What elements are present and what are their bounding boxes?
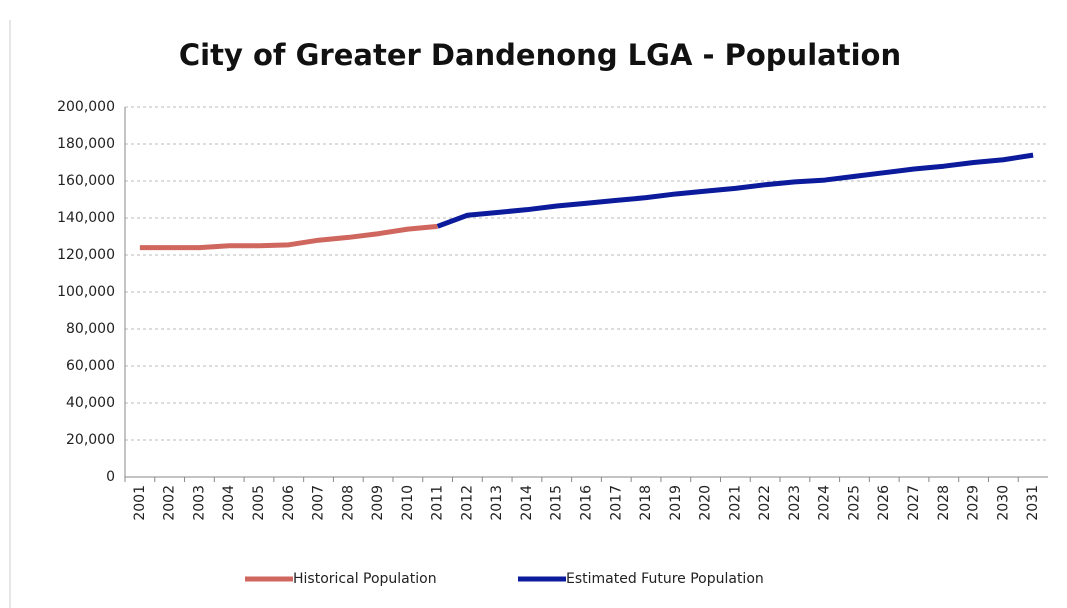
y-tick-label: 100,000 [57,284,115,300]
legend-label: Historical Population [293,571,437,587]
x-tick-label: 2016 [579,485,595,521]
x-tick-label: 2031 [1025,485,1041,521]
x-tick-label: 2024 [817,485,833,521]
legend-label: Estimated Future Population [566,571,764,587]
y-tick-label: 60,000 [66,358,115,374]
x-tick-label: 2013 [489,485,505,521]
x-tick-label: 2004 [221,485,237,521]
y-tick-label: 140,000 [57,210,115,226]
x-tick-label: 2019 [668,485,684,521]
x-tick-label: 2014 [519,485,535,521]
x-tick-label: 2017 [608,485,624,521]
y-tick-label: 200,000 [57,99,115,115]
x-tick-label: 2007 [311,485,327,521]
y-tick-label: 120,000 [57,247,115,263]
x-tick-label: 2028 [936,485,952,521]
x-tick-label: 2020 [698,485,714,521]
y-tick-label: 180,000 [57,136,115,152]
x-tick-label: 2008 [340,485,356,521]
x-tick-label: 2002 [162,485,178,521]
x-tick-label: 2029 [966,485,982,521]
y-tick-label: 20,000 [66,432,115,448]
x-tick-label: 2022 [757,485,773,521]
x-tick-label: 2009 [370,485,386,521]
y-tick-label: 40,000 [66,395,115,411]
x-tick-label: 2027 [906,485,922,521]
x-tick-label: 2015 [549,485,565,521]
x-tick-label: 2011 [430,485,446,521]
x-tick-label: 2003 [191,485,207,521]
y-tick-label: 160,000 [57,173,115,189]
series-line [436,152,1034,229]
x-tick-label: 2005 [251,485,267,521]
x-tick-label: 2006 [281,485,297,521]
x-tick-label: 2023 [787,485,803,521]
x-tick-label: 2012 [459,485,475,521]
y-tick-label: 80,000 [66,321,115,337]
x-tick-label: 2026 [876,485,892,521]
series-line [139,223,438,251]
x-tick-label: 2025 [846,485,862,521]
x-tick-label: 2030 [995,485,1011,521]
y-tick-label: 0 [106,469,115,485]
x-tick-label: 2010 [400,485,416,521]
x-tick-label: 2001 [132,485,148,521]
x-tick-label: 2021 [727,485,743,521]
chart-title: City of Greater Dandenong LGA - Populati… [179,38,901,72]
x-tick-label: 2018 [638,485,654,521]
